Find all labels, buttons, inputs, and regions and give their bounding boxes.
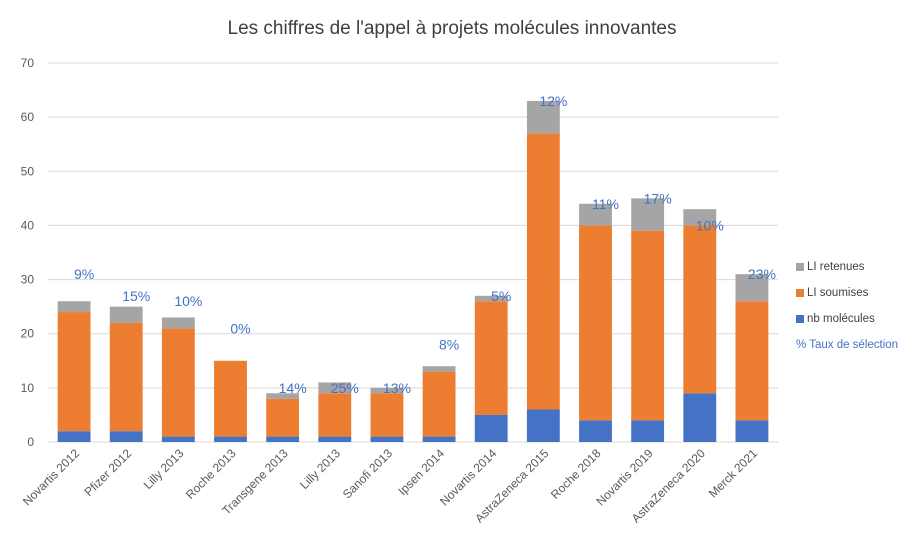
x-tick-label: Merck 2021	[706, 446, 760, 500]
x-tick-label: Lilly 2013	[297, 446, 343, 492]
x-tick-label: Roche 2013	[183, 446, 239, 502]
bar-segment-0	[266, 436, 300, 442]
bar-segment-1	[735, 301, 769, 421]
bar-segment-0	[526, 409, 560, 442]
gridlines	[48, 62, 778, 443]
selection-rate-label: 11%	[592, 196, 619, 212]
bar-segment-2	[474, 295, 508, 302]
legend-swatch-nb-molecules	[796, 314, 804, 323]
selection-rate-label: 10%	[696, 217, 724, 233]
bar-segment-1	[318, 393, 352, 437]
legend-item-taux-selection: % Taux de sélection	[796, 338, 898, 351]
bar-segment-2	[109, 306, 143, 323]
selection-rate-label: 10%	[174, 293, 202, 309]
bar-segment-0	[318, 436, 352, 442]
bar-segment-2	[683, 209, 717, 226]
bar-segment-2	[631, 198, 665, 231]
bar-segment-2	[161, 317, 195, 329]
legend-label-taux-selection: % Taux de sélection	[796, 338, 899, 351]
bar-segment-0	[370, 436, 404, 442]
legend-label-li-soumises: LI soumises	[807, 286, 869, 299]
bar-segment-0	[579, 420, 612, 442]
selection-rate-label: 12%	[539, 93, 567, 109]
bar-segment-2	[735, 274, 769, 302]
bar-segment-1	[214, 360, 247, 437]
bar-segment-2	[422, 366, 456, 372]
bar-segment-0	[422, 436, 456, 442]
y-tick-label: 20	[21, 327, 35, 341]
bar-segment-2	[266, 393, 300, 399]
bar-segment-0	[631, 420, 665, 442]
bar-segment-1	[474, 301, 508, 415]
selection-rate-label: 9%	[74, 266, 94, 282]
bar-segment-1	[109, 322, 143, 432]
bar-segment-0	[474, 414, 508, 442]
y-axis-ticks: 0 10 20 30 40 50 60 70	[21, 56, 35, 449]
x-tick-label: Pfizer 2012	[82, 446, 135, 499]
bar-segment-1	[579, 225, 612, 421]
selection-rate-label: 13%	[383, 380, 411, 396]
bar-segment-1	[370, 393, 404, 437]
bar-segment-1	[683, 225, 717, 394]
legend-label-nb-molecules: nb molécules	[807, 312, 875, 325]
bar-segment-2	[370, 387, 404, 394]
selection-rate-label: 15%	[122, 288, 150, 304]
x-tick-label: Sanofi 2013	[340, 446, 395, 501]
bar-segment-2	[318, 382, 352, 394]
legend: LI retenues LI soumises nb molécules % T…	[796, 260, 898, 364]
bar-segment-0	[683, 393, 717, 442]
x-tick-label: Roche 2018	[548, 446, 604, 502]
y-tick-label: 0	[27, 435, 34, 449]
bar-segment-0	[214, 436, 247, 442]
legend-swatch-li-retenues	[796, 262, 804, 271]
chart-title: Les chiffres de l'appel à projets molécu…	[227, 18, 677, 39]
selection-rate-label: 8%	[439, 337, 459, 353]
bar-segment-0	[57, 431, 91, 442]
bar-segment-1	[161, 328, 195, 437]
y-tick-label: 70	[21, 56, 35, 70]
selection-rate-label: 25%	[331, 380, 359, 396]
y-tick-label: 40	[21, 218, 35, 232]
bar-segment-1	[526, 133, 560, 410]
y-tick-label: 30	[21, 273, 35, 287]
bar-segment-1	[422, 371, 456, 437]
legend-swatch-li-soumises	[796, 288, 804, 297]
x-axis-ticks: Novartis 2012 Pfizer 2012 Lilly 2013Roche …	[20, 446, 760, 525]
selection-rate-label: 17%	[644, 190, 672, 206]
bar-segment-2	[579, 203, 612, 226]
legend-label-li-retenues: LI retenues	[807, 260, 865, 273]
y-tick-label: 50	[21, 164, 35, 178]
bar-segment-2	[526, 100, 560, 134]
selection-rate-label: 23%	[748, 266, 776, 282]
bar-segment-1	[266, 398, 300, 437]
x-tick-label: Lilly 2013	[141, 446, 187, 492]
x-tick-label: Ipsen 2014	[395, 446, 447, 498]
legend-item-li-retenues: LI retenues	[796, 260, 898, 273]
selection-rate-label: 5%	[491, 288, 511, 304]
bar-segment-0	[735, 420, 769, 442]
legend-item-li-soumises: LI soumises	[796, 286, 898, 299]
bar-segment-0	[109, 431, 143, 442]
y-tick-label: 10	[21, 381, 35, 395]
bars	[57, 100, 769, 442]
selection-rate-labels: 9% 15% 10% 0% 14% 25% 13% 8% 5% 12% 11% 17% 10% 23%	[74, 93, 776, 396]
x-tick-label: Novartis 2012	[20, 446, 82, 508]
bar-segment-2	[57, 301, 91, 313]
y-tick-label: 60	[21, 110, 35, 124]
selection-rate-label: 14%	[279, 380, 307, 396]
bar-segment-1	[57, 312, 91, 432]
legend-item-nb-molecules: nb molécules	[796, 312, 898, 325]
bar-segment-1	[631, 230, 665, 421]
bar-segment-0	[161, 436, 195, 442]
selection-rate-label: 0%	[230, 320, 250, 336]
